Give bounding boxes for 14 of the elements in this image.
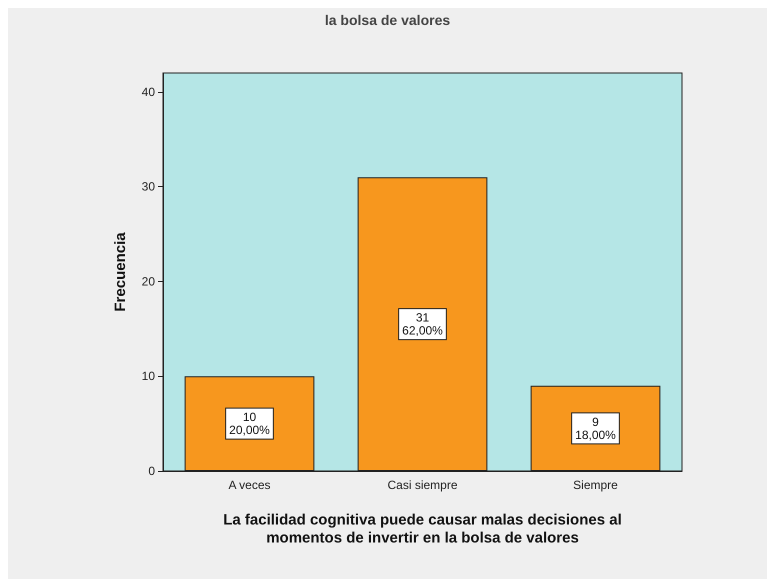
y-tick-label: 30 [142,180,156,194]
data-label: 31 62,00% [402,310,444,338]
x-axis-title: La facilidad cognitiva puede causar malas decisiones al momentos de invertir en la bolsa de valores [223,512,622,546]
y-tick-label: 0 [148,464,156,478]
y-tick-label: 10 [142,369,156,384]
x-tick-label: A veces [228,478,271,492]
chart-title: la bolsa de valores [324,12,450,28]
y-tick-label: 20 [142,274,156,288]
x-tick-label: Casi siempre [387,478,458,492]
x-tick-label: Siempre [573,478,618,492]
y-tick-label: 40 [142,84,156,99]
data-label: 10 20,00% [229,410,270,438]
data-label: 9 18,00% [575,414,616,442]
y-axis-title: Frecuencia [112,232,129,312]
